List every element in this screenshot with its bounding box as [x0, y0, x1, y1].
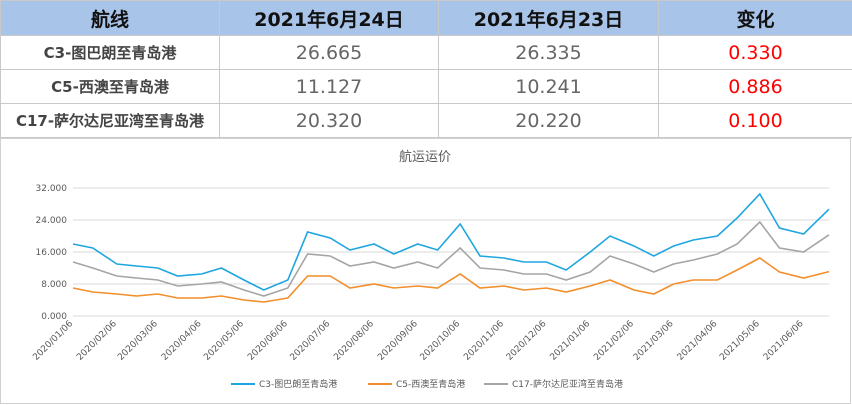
chart-title: 航运运价	[399, 149, 451, 165]
change-cell: 0.886	[658, 69, 852, 104]
x-tick-label: 2021/04/06	[676, 319, 720, 363]
x-tick-label: 2020/03/06	[116, 319, 160, 363]
chart-panel: 航运运价 0.000 8.000 16.000 24.000 32.000 2020/0…	[0, 138, 851, 404]
jun23-cell: 20.220	[438, 103, 659, 138]
x-tick-label: 2021/01/06	[549, 319, 593, 363]
jun24-cell: 20.320	[219, 103, 439, 138]
y-tick-label: 24.000	[36, 216, 68, 226]
legend-label: C17-萨尔达尼亚湾至青岛港	[512, 378, 623, 390]
route-cell: C17-萨尔达尼亚湾至青岛港	[0, 103, 220, 138]
series-line-1	[72, 257, 830, 303]
change-cell: 0.330	[658, 35, 852, 70]
x-tick-label: 2020/07/06	[289, 319, 333, 363]
legend-label: C5-西澳至青岛港	[396, 378, 465, 390]
chart-grid	[73, 187, 829, 317]
jun24-cell: 11.127	[219, 69, 439, 104]
y-tick-label: 0.000	[41, 312, 67, 322]
jun23-cell: 10.241	[438, 69, 659, 104]
x-tick-label: 2020/01/06	[31, 319, 75, 363]
series-line-0	[72, 192, 830, 291]
chart-legend: C3-图巴朗至青岛港 C5-西澳至青岛港 C17-萨尔达尼亚湾至青岛港	[231, 378, 623, 390]
y-tick-label: 16.000	[36, 248, 68, 258]
table-row: C17-萨尔达尼亚湾至青岛港 20.320 20.220 0.100	[0, 103, 852, 138]
header-route: 航线	[0, 0, 220, 36]
route-cell: C3-图巴朗至青岛港	[0, 35, 220, 70]
x-tick-label: 2020/05/06	[202, 319, 246, 363]
x-tick-label: 2020/02/06	[75, 319, 119, 363]
x-tick-label: 2020/06/06	[246, 319, 290, 363]
series-line-2	[72, 220, 830, 297]
header-jun23: 2021年6月23日	[438, 0, 659, 36]
x-tick-label: 2021/06/06	[762, 319, 806, 363]
jun23-cell: 26.335	[438, 35, 659, 70]
header-change: 变化	[658, 0, 852, 36]
freight-rate-chart: 航运运价 0.000 8.000 16.000 24.000 32.000 2020/0…	[31, 149, 830, 390]
x-tick-label: 2020/12/06	[505, 319, 549, 363]
change-cell: 0.100	[658, 103, 852, 138]
x-tick-label: 2020/08/06	[332, 319, 376, 363]
table-row: C5-西澳至青岛港 11.127 10.241 0.886	[0, 69, 852, 104]
y-tick-label: 8.000	[41, 280, 67, 290]
x-tick-label: 2021/05/06	[718, 319, 762, 363]
table-row: C3-图巴朗至青岛港 26.665 26.335 0.330	[0, 35, 852, 70]
jun24-cell: 26.665	[219, 35, 439, 70]
y-tick-label: 32.000	[36, 184, 68, 194]
legend-label: C3-图巴朗至青岛港	[259, 378, 337, 390]
x-tick-label: 2021/02/06	[592, 319, 636, 363]
y-axis-ticks: 0.000 8.000 16.000 24.000 32.000	[36, 184, 68, 322]
freight-table: 航线 2021年6月24日 2021年6月23日 变化 C3-图巴朗至青岛港 2…	[0, 0, 852, 138]
route-cell: C5-西澳至青岛港	[0, 69, 220, 104]
x-tick-label: 2020/10/06	[419, 319, 463, 363]
header-jun24: 2021年6月24日	[219, 0, 439, 36]
table-header-row: 航线 2021年6月24日 2021年6月23日 变化	[0, 0, 852, 36]
x-tick-label: 2020/11/06	[462, 319, 506, 363]
x-tick-label: 2021/03/06	[632, 319, 676, 363]
chart-lines	[72, 192, 830, 303]
x-tick-label: 2020/09/06	[376, 319, 420, 363]
x-tick-label: 2020/04/06	[160, 319, 204, 363]
